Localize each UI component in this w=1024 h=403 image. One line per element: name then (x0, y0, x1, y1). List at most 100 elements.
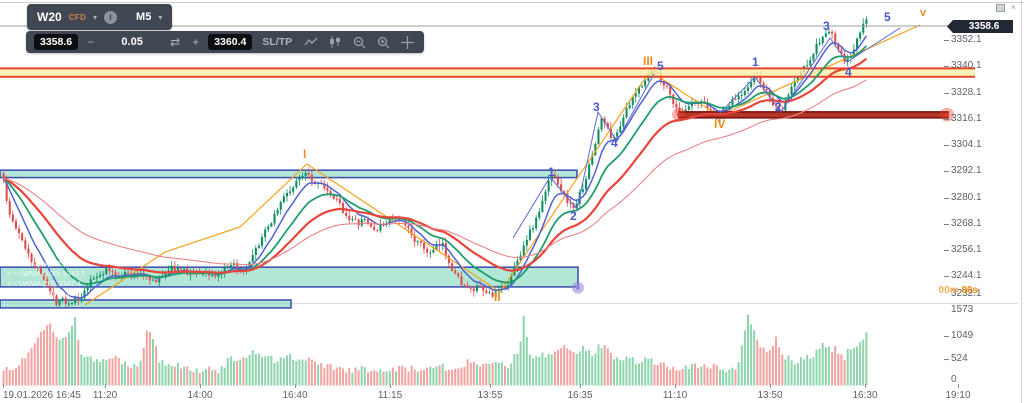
time-axis-label: 19:10 (945, 390, 971, 401)
indicator-legend-line: ≡ × SMA (200) 3336.1 (7, 289, 85, 299)
current-price-badge: 3358.6 (947, 20, 1013, 33)
sell-price-button[interactable]: 3358.6 (34, 34, 79, 50)
wave-label-iii: III (643, 54, 654, 68)
indicator-legend-line: ≡ × LWMA (100) 3343.5 (7, 269, 85, 279)
wave-label-ii: II (494, 290, 501, 304)
price-axis-label: 3244.1 (951, 270, 982, 281)
buy-price-button[interactable]: 3360.4 (208, 34, 253, 50)
window-top-border (0, 2, 1024, 3)
sltp-button[interactable]: SL/TP (262, 36, 293, 48)
subwave-label-4: 4 (611, 136, 618, 150)
indicator-legend-line: ≡ × EMA (14) 3352.2 (7, 259, 85, 269)
subwave-label-3: 3 (593, 100, 600, 114)
time-axis-tick (3, 384, 4, 388)
pan-crosshair-icon[interactable] (398, 34, 416, 50)
volume-axis-label: 524 (951, 353, 968, 364)
indicator-legend-text: LWMA (100) 3343.5 (19, 269, 86, 278)
subwave-label-2: 2 (775, 100, 782, 114)
volume-layer (2, 314, 868, 386)
indicator-menu-close-icons[interactable]: ≡ × (7, 291, 18, 298)
line-chart-mode-icon[interactable] (302, 34, 320, 50)
indicator-menu-close-icons[interactable]: ≡ × (7, 261, 18, 268)
volume-axis-label: 1049 (951, 330, 974, 341)
time-axis-label: 16:30 (852, 390, 878, 401)
time-axis-tick (105, 384, 106, 388)
time-axis-tick (865, 384, 866, 388)
price-axis-tick (944, 249, 949, 251)
elliott-subwave-zigzag-blue (512, 27, 901, 239)
instrument-toolbar: W20 CFD ▾ i M5 ▾ (27, 4, 173, 30)
price-axis-label: 3352.1 (951, 34, 982, 45)
time-axis-label: 13:55 (477, 390, 503, 401)
time-axis-label: 11:15 (377, 390, 403, 401)
subwave-label-5: 5 (657, 59, 664, 73)
instrument-dropdown-caret-icon[interactable]: ▾ (93, 12, 98, 22)
price-axis-label: 3256.1 (951, 244, 982, 255)
drag-handles-layer[interactable] (572, 107, 954, 294)
time-axis-label: 19.01.2026 16:45 (3, 390, 81, 401)
price-axis-label: 3304.1 (951, 139, 982, 150)
volume-decrease-button[interactable]: − (87, 35, 95, 49)
time-axis-tick (200, 384, 201, 388)
price-axis-tick (944, 118, 949, 120)
indicator-legend: ≡ × EMA (14) 3352.2 ≡ × LWMA (100) 3343.5 ≡ … (7, 259, 85, 299)
volume-axis-label: 1573 (951, 304, 974, 315)
volume-axis-label: 0 (951, 374, 957, 385)
subwave-label-4: 4 (845, 65, 852, 79)
volume-pane-separator (0, 303, 1018, 304)
panel-icon[interactable] (995, 3, 1005, 12)
ma-line-lwma50 (2, 45, 868, 286)
price-axis-tick (944, 170, 949, 172)
time-axis-label: 11:20 (92, 390, 118, 401)
info-icon[interactable]: i (104, 10, 118, 24)
window-right-border (1021, 0, 1022, 403)
indicator-legend-text: SMA (200) 3336.1 (19, 289, 80, 298)
close-icon[interactable]: × (1010, 2, 1016, 12)
price-axis-label: 3292.1 (951, 165, 982, 176)
subwave-label-1: 1 (548, 165, 555, 179)
chart-window-controls: × (995, 2, 1016, 12)
time-axis-tick (958, 384, 959, 388)
candles-layer (2, 16, 868, 308)
time-axis-tick (580, 384, 581, 388)
indicator-menu-close-icons[interactable]: ≡ × (7, 271, 18, 278)
price-axis-tick (944, 223, 949, 225)
order-volume-field[interactable]: 0.05 (121, 36, 143, 48)
candlestick-mode-icon[interactable] (326, 34, 344, 50)
price-axis-label: 3232.1 (951, 288, 982, 299)
timeframe-dropdown-caret-icon[interactable]: ▾ (158, 12, 163, 22)
time-axis-tick (490, 384, 491, 388)
price-axis-label: 3268.1 (951, 218, 982, 229)
countdown-minutes: 00m (938, 285, 959, 296)
subwave-label-3: 3 (823, 19, 830, 33)
time-axis-label: 11:10 (662, 390, 688, 401)
price-axis-tick (944, 144, 949, 146)
time-axis-label: 16:40 (282, 390, 308, 401)
volume-refresh-icon[interactable]: ⇄ (170, 35, 181, 49)
price-zones-layer[interactable] (0, 169, 579, 309)
price-axis-label: 3340.1 (951, 60, 982, 71)
price-axis-tick (944, 65, 949, 67)
elliott-wave-zigzag-orange (84, 24, 921, 306)
time-axis-label: 13:50 (757, 390, 783, 401)
resistance-band-yellow[interactable] (0, 67, 975, 78)
wave-label-i: I (303, 147, 307, 161)
time-axis-label: 16:35 (567, 390, 593, 401)
price-axis-label: 3328.1 (951, 87, 982, 98)
instrument-name[interactable]: W20 (37, 10, 62, 24)
price-axis-label: 3280.1 (951, 192, 982, 203)
price-axis-tick (944, 92, 949, 94)
zoom-in-icon[interactable] (374, 34, 392, 50)
volume-increase-button[interactable]: + (192, 35, 200, 49)
zoom-out-icon[interactable] (350, 34, 368, 50)
time-axis-tick (295, 384, 296, 388)
resistance-zone-upper[interactable] (0, 169, 578, 179)
support-zone-lower[interactable] (0, 266, 579, 288)
price-axis-tick (944, 197, 949, 199)
indicator-menu-close-icons[interactable]: ≡ × (7, 281, 18, 288)
indicator-legend-text: EMA (14) 3352.2 (19, 259, 76, 268)
timeframe-selector[interactable]: M5 (136, 11, 152, 23)
support-band-bottom[interactable] (0, 299, 292, 309)
volume-axis-tick (944, 358, 949, 360)
